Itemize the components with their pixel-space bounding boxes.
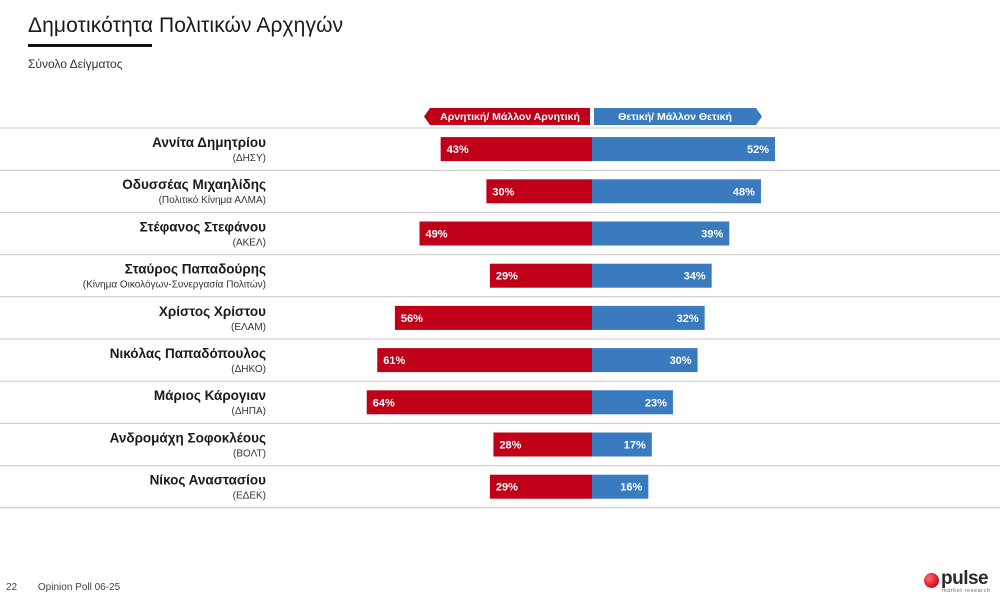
negative-value-label: 56% — [401, 313, 423, 325]
logo-dot-icon — [924, 573, 939, 588]
negative-bar — [489, 263, 592, 288]
negative-value-label: 49% — [426, 229, 448, 241]
positive-value-label: 48% — [733, 186, 755, 198]
leader-party: (ΔΗΣΥ) — [233, 153, 266, 164]
footer-label: Opinion Poll 06-25 — [37, 582, 121, 593]
page-subtitle: Σύνολο Δείγματος — [28, 57, 123, 71]
negative-bar — [440, 137, 592, 162]
positive-value-label: 34% — [684, 271, 706, 283]
positive-value-label: 16% — [620, 482, 642, 494]
positive-bar — [592, 348, 698, 373]
leader-party: (ΔΗΚΟ) — [231, 364, 266, 375]
footer: 22 Opinion Poll 06-25 — [6, 582, 120, 593]
logo-word: pulse — [941, 568, 989, 589]
positive-value-label: 17% — [624, 440, 646, 452]
title-underline — [28, 44, 152, 47]
leader-name: Οδυσσέας Μιχαηλίδης — [122, 177, 266, 192]
negative-value-label: 29% — [496, 271, 518, 283]
pulse-logo: pulse market research — [922, 568, 996, 597]
leader-party: (Πολιτικό Κίνημα ΑΛΜΑ) — [159, 194, 266, 206]
legend-positive-label: Θετική/ Μάλλον Θετική — [618, 111, 732, 123]
positive-bar — [592, 263, 712, 288]
leader-name: Νικόλας Παπαδόπουλος — [110, 346, 266, 361]
page-title: Δημοτικότητα Πολιτικών Αρχηγών — [28, 14, 344, 37]
negative-value-label: 28% — [499, 440, 521, 452]
negative-bar — [366, 390, 592, 415]
page-number: 22 — [6, 582, 18, 593]
leader-party: (ΕΔΕΚ) — [233, 491, 266, 502]
leader-name: Νίκος Αναστασίου — [150, 473, 267, 488]
positive-bar — [592, 221, 730, 246]
leader-party: (ΔΗΠΑ) — [232, 406, 266, 417]
leader-name: Χρίστος Χρίστου — [159, 304, 266, 319]
negative-bar — [419, 221, 592, 246]
positive-value-label: 39% — [701, 229, 723, 241]
positive-bar — [592, 432, 652, 457]
leader-party: (ΒΟΛΤ) — [233, 448, 266, 459]
leader-name: Στέφανος Στεφάνου — [140, 219, 266, 234]
positive-bar — [592, 474, 649, 499]
negative-bar — [489, 474, 592, 499]
negative-value-label: 43% — [447, 144, 469, 156]
negative-value-label: 30% — [492, 186, 514, 198]
positive-bar — [592, 305, 705, 330]
legend-positive-tag — [594, 108, 762, 125]
leader-party: (ΑΚΕΛ) — [233, 237, 266, 248]
leader-party: (Κίνημα Οικολόγων-Συνεργασία Πολιτών) — [83, 279, 266, 291]
leader-name: Μάριος Κάρογιαν — [154, 388, 266, 403]
leader-name: Αννίτα Δημητρίου — [152, 135, 266, 150]
negative-value-label: 64% — [373, 397, 395, 409]
leader-name: Σταύρος Παπαδούρης — [125, 262, 266, 277]
negative-bar — [493, 432, 592, 457]
negative-bar — [486, 179, 592, 204]
legend-negative-label: Αρνητική/ Μάλλον Αρνητική — [440, 111, 580, 123]
negative-value-label: 61% — [383, 355, 405, 367]
positive-bar — [592, 137, 776, 162]
logo-subtitle: market research — [942, 588, 991, 594]
positive-bar — [592, 390, 673, 415]
negative-bar — [394, 305, 592, 330]
legend-negative-tag — [424, 108, 590, 125]
leader-name: Ανδρομάχη Σοφοκλέους — [110, 430, 266, 445]
positive-value-label: 30% — [670, 355, 692, 367]
positive-value-label: 52% — [747, 144, 769, 156]
positive-value-label: 23% — [645, 397, 667, 409]
positive-bar — [592, 179, 761, 204]
negative-bar — [377, 348, 592, 373]
negative-value-label: 29% — [496, 482, 518, 494]
leader-party: (ΕΛΑΜ) — [231, 322, 266, 333]
positive-value-label: 32% — [677, 313, 699, 325]
